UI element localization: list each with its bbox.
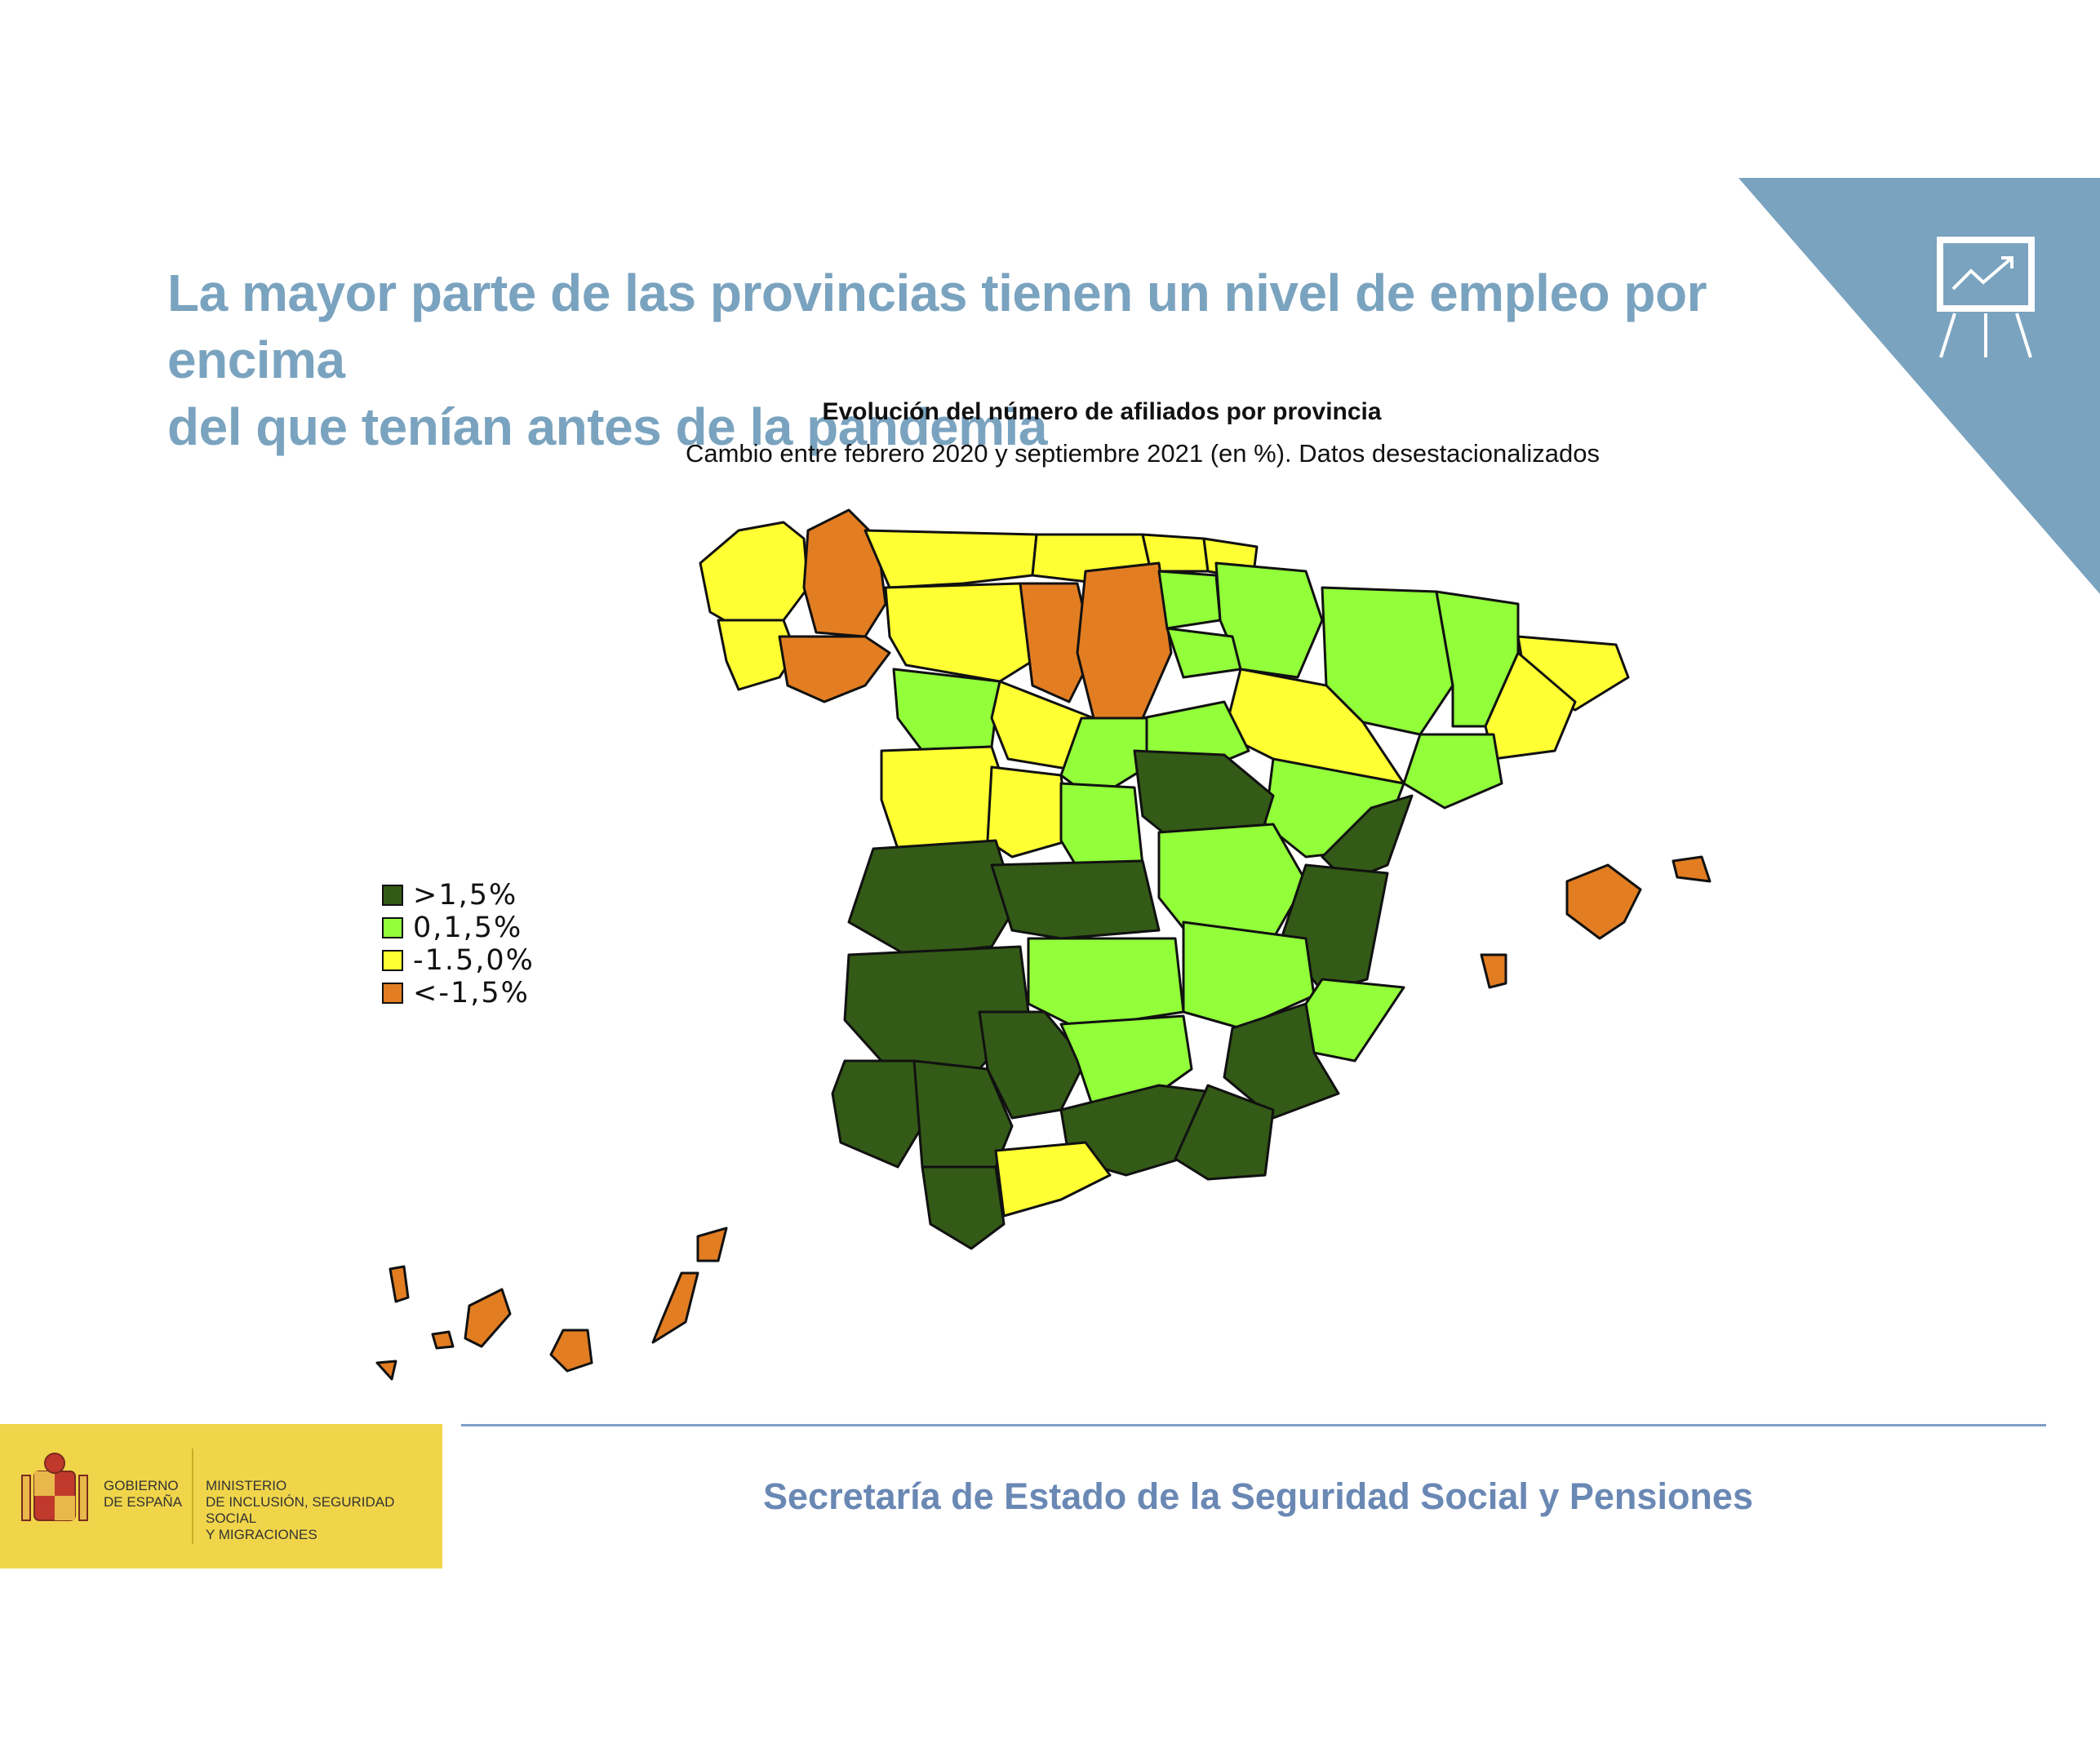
gov-left-line-1: GOBIERNO <box>104 1478 179 1493</box>
province-avila <box>986 765 1071 858</box>
province-lugo <box>802 508 887 638</box>
legend-label: 0,1,5% <box>413 912 523 944</box>
province-navarra <box>1214 561 1324 679</box>
province-a-coruna <box>699 521 810 630</box>
province-zamora <box>892 668 1001 752</box>
province-murcia <box>1223 1002 1340 1120</box>
province-leon <box>884 582 1034 683</box>
legend-label: >1,5% <box>413 879 518 912</box>
gov-left-line-2: DE ESPAÑA <box>104 1494 183 1510</box>
province-palencia <box>1019 582 1095 703</box>
province-menorca <box>1672 855 1712 883</box>
gov-left-text: GOBIERNO DE ESPAÑA <box>104 1478 182 1511</box>
presentation-chart-icon <box>1937 237 2035 358</box>
province-burgos <box>1076 561 1173 720</box>
coat-of-arms-icon <box>21 1453 88 1521</box>
legend-item: <-1,5% <box>382 977 535 1009</box>
province-la-rioja <box>1165 627 1242 679</box>
province-fuerteventura <box>651 1271 699 1344</box>
province-tarragona <box>1402 733 1503 810</box>
legend-swatch <box>382 917 403 938</box>
province-alicante <box>1304 978 1405 1063</box>
gov-right-line-3: Y MIGRACIONES <box>206 1527 317 1542</box>
province-el-hierro <box>375 1360 397 1381</box>
province-ciudad-real <box>1027 937 1185 1030</box>
headline-line-1: La mayor parte de las provincias tienen … <box>167 264 1707 389</box>
gov-right-text: MINISTERIO DE INCLUSIÓN, SEGURIDAD SOCIA… <box>206 1478 442 1543</box>
legend-label: -1.5,0% <box>413 944 535 977</box>
province-caceres <box>847 839 1018 956</box>
province-sevilla <box>912 1059 1014 1169</box>
province-albacete <box>1182 921 1316 1030</box>
legend-item: 0,1,5% <box>382 912 535 944</box>
gov-right-line-2: DE INCLUSIÓN, SEGURIDAD SOCIAL <box>206 1494 395 1526</box>
province-barcelona <box>1484 651 1577 761</box>
province-cuenca <box>1157 823 1308 940</box>
province-alava <box>1157 570 1222 630</box>
province-valladolid <box>990 680 1095 773</box>
legend-swatch <box>382 885 403 906</box>
gov-divider <box>192 1449 193 1544</box>
page-headline: La mayor parte de las provincias tienen … <box>167 260 1734 460</box>
province-asturias <box>864 529 1038 589</box>
province-segovia <box>1059 717 1148 801</box>
province-mallorca <box>1565 863 1642 940</box>
legend-swatch <box>382 983 403 1004</box>
province-la-palma <box>388 1265 410 1303</box>
legend-swatch <box>382 950 403 971</box>
province-ibiza <box>1480 953 1507 989</box>
legend-item: >1,5% <box>382 879 535 912</box>
province-gran-canaria <box>549 1329 593 1373</box>
map-legend: >1,5% 0,1,5% -1.5,0% <-1,5% <box>382 879 535 1009</box>
headline-line-2: del que tenían antes de la pandemia <box>167 397 1047 456</box>
legend-label: <-1,5% <box>413 977 530 1009</box>
province-almeria <box>1174 1084 1275 1181</box>
footer-rule <box>461 1424 2046 1426</box>
province-tenerife <box>464 1288 512 1348</box>
map-title: Evolución del número de afiliados por pr… <box>822 398 1382 425</box>
map-subtitle: Cambio entre febrero 2020 y septiembre 2… <box>685 439 1601 468</box>
province-malaga <box>994 1141 1112 1218</box>
province-lanzarote <box>696 1227 728 1262</box>
corner-decoration <box>1738 178 2100 594</box>
province-cadiz <box>921 1165 1006 1250</box>
gov-right-line-1: MINISTERIO <box>206 1478 287 1493</box>
province-pontevedra <box>717 619 797 691</box>
government-logo: GOBIERNO DE ESPAÑA MINISTERIO DE INCLUSI… <box>0 1424 442 1568</box>
secretariat-name: Secretaría de Estado de la Seguridad Soc… <box>763 1475 1753 1517</box>
province-toledo <box>990 859 1161 940</box>
province-la-gomera <box>431 1330 455 1350</box>
province-huelva <box>831 1059 924 1169</box>
province-ourense <box>778 635 891 703</box>
legend-item: -1.5,0% <box>382 944 535 977</box>
